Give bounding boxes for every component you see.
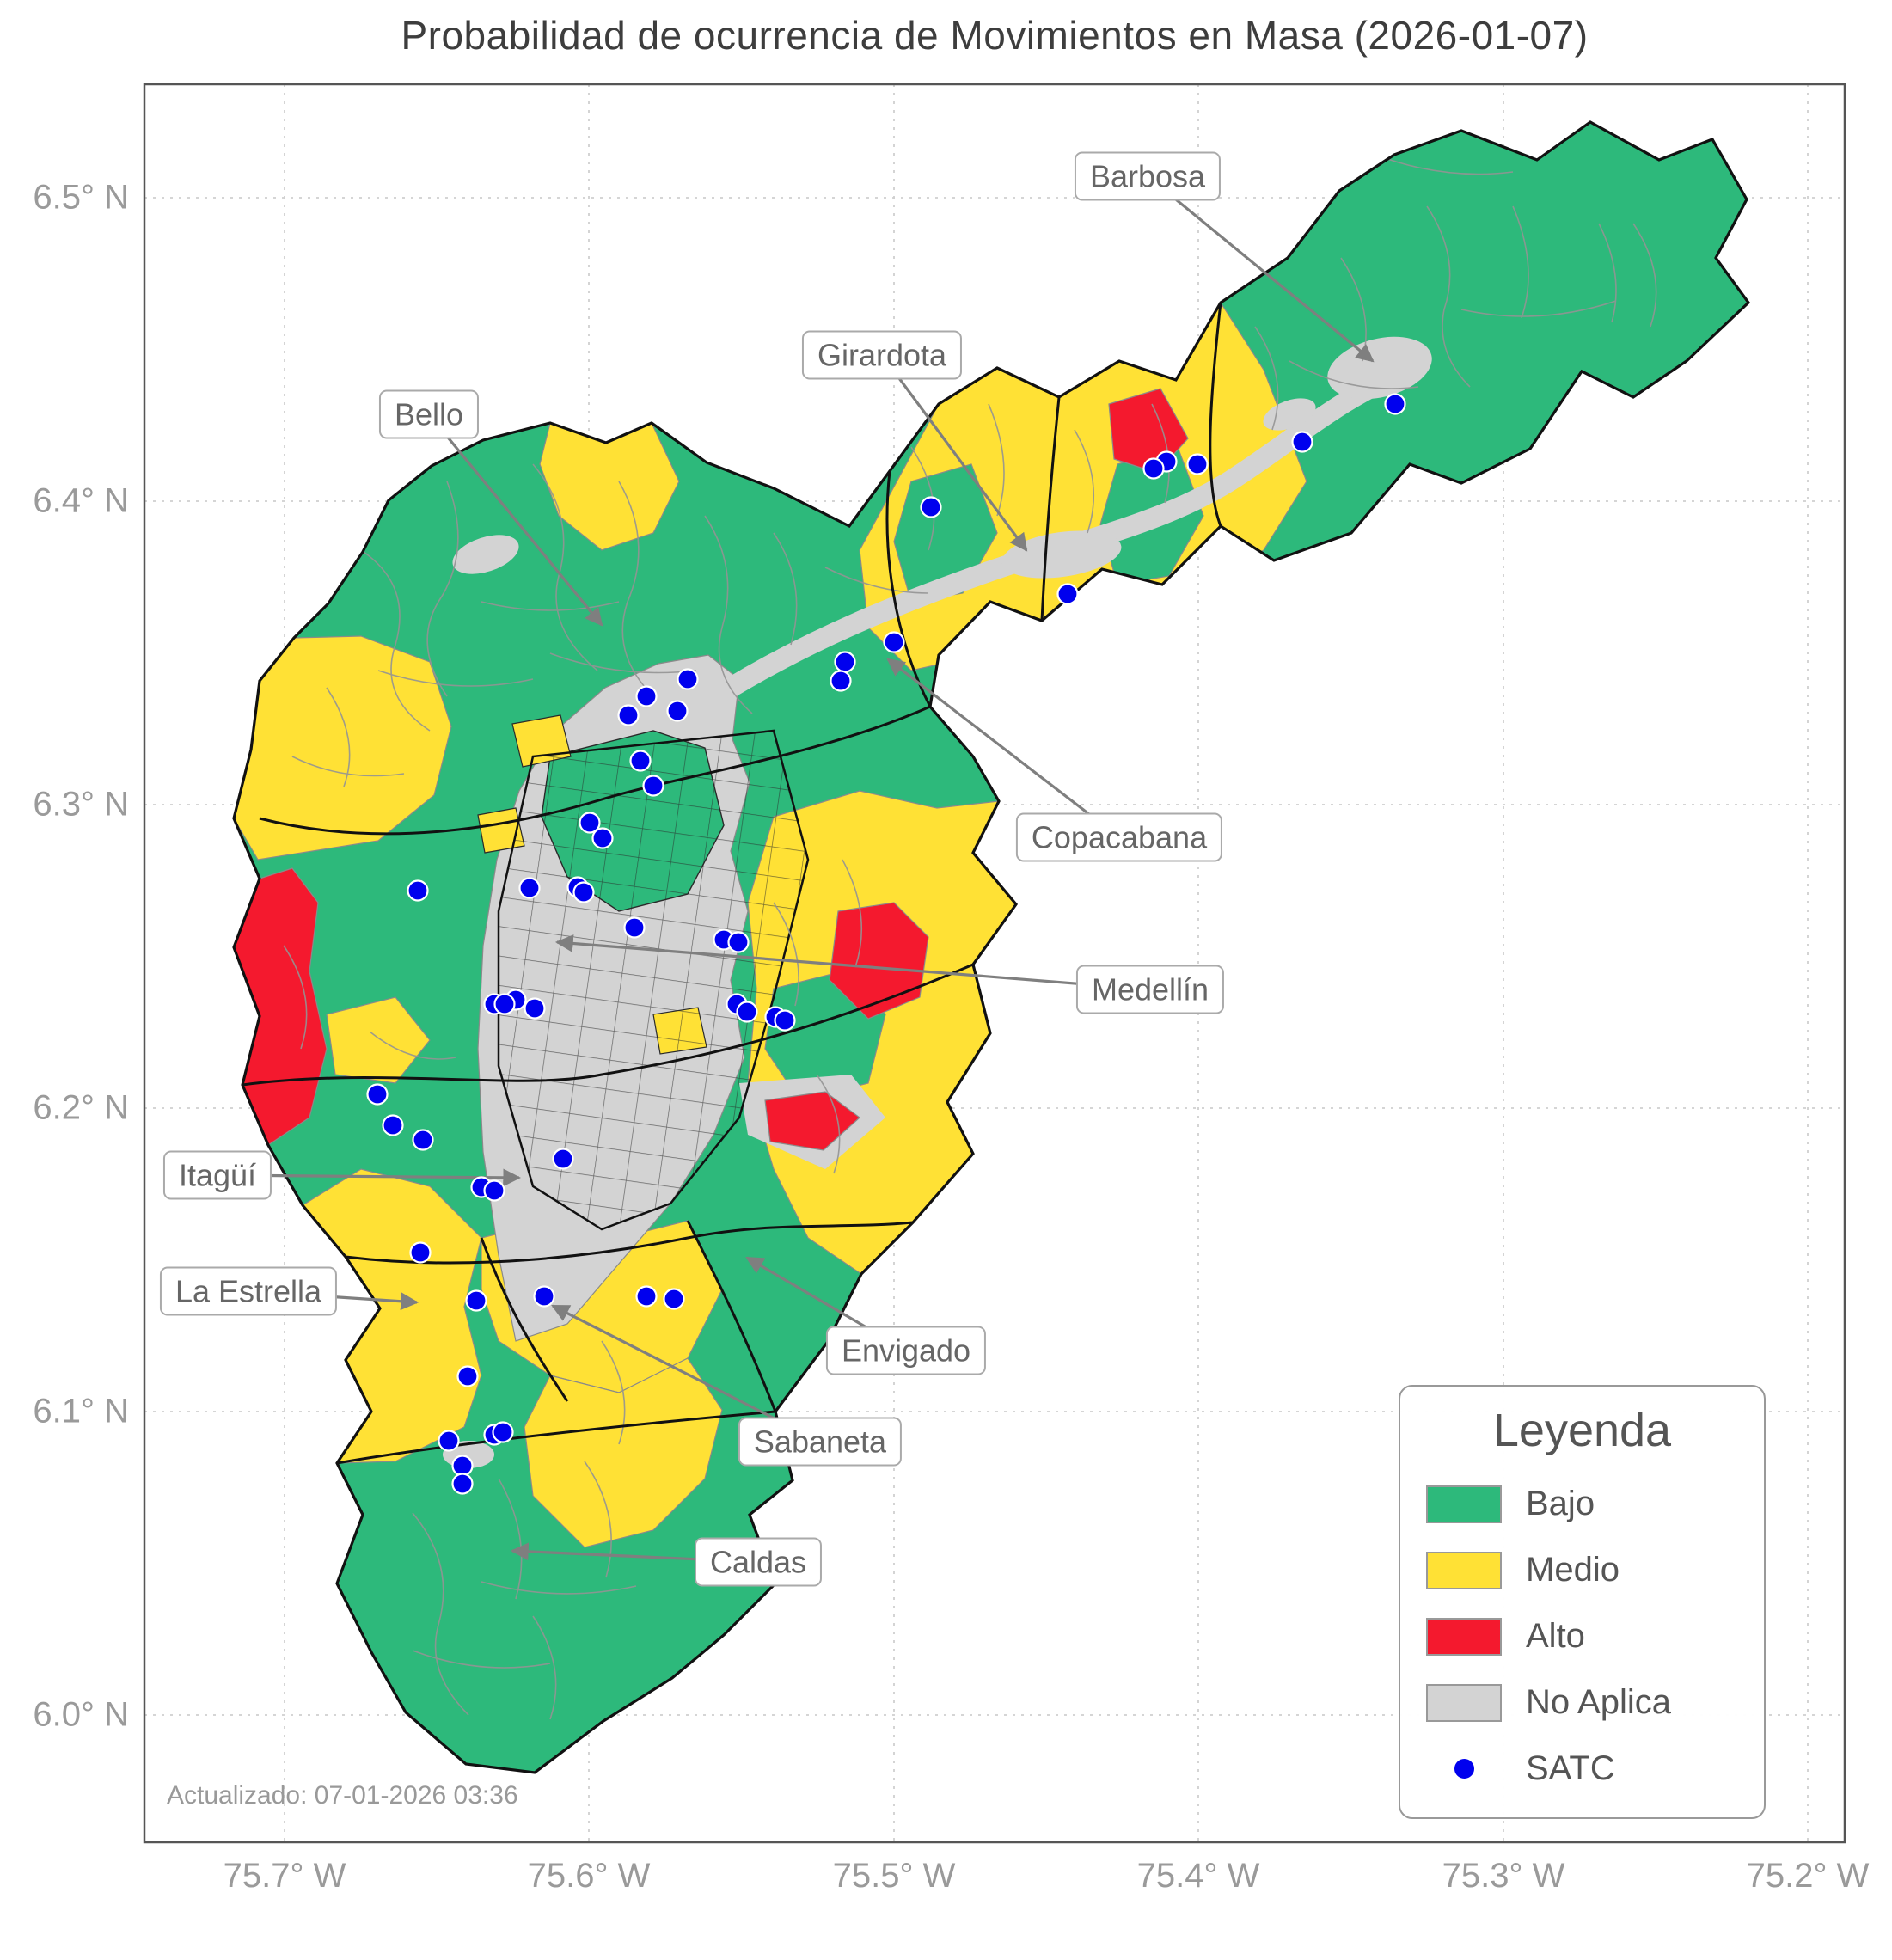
satc-dot [1291, 431, 1313, 453]
updated-timestamp: Actualizado: 07-01-2026 03:36 [167, 1781, 518, 1810]
legend-item-alto: Alto [1400, 1603, 1764, 1669]
satc-dot [552, 1148, 574, 1170]
satc-dot [572, 881, 595, 903]
legend-item-label: Medio [1526, 1551, 1620, 1589]
annotation-arrow-barbosa [1146, 175, 1375, 363]
legend-item-label: Bajo [1526, 1485, 1595, 1522]
satc-dot [635, 685, 658, 707]
annotation-barbosa: Barbosa [1074, 151, 1222, 201]
satc-dot [579, 812, 601, 834]
legend-item-satc: SATC [1400, 1736, 1764, 1802]
satc-dot [438, 1430, 460, 1452]
x-tick-label: 75.5° W [832, 1857, 956, 1895]
color-swatch [1426, 1551, 1502, 1589]
legend-item-label: No Aplica [1526, 1683, 1671, 1721]
satc-dot [1384, 393, 1406, 415]
urban-core [477, 714, 810, 1231]
satc-dot [736, 1001, 758, 1023]
satc-dot [830, 670, 852, 692]
legend-item-label: SATC [1526, 1749, 1615, 1787]
legend-item-no-aplica: No Aplica [1400, 1669, 1764, 1736]
annotation-arrow-girardota [880, 354, 1028, 552]
color-swatch [1426, 1485, 1502, 1523]
satc-dot [629, 750, 652, 772]
satc-dot [774, 1009, 796, 1032]
annotation-la-estrella: La Estrella [159, 1266, 338, 1316]
annotation-caldas: Caldas [694, 1537, 823, 1587]
annotation-sabaneta: Sabaneta [738, 1417, 903, 1467]
y-tick-label: 6.2° N [33, 1088, 129, 1127]
map-title: Probabilidad de ocurrencia de Movimiento… [401, 13, 1589, 58]
legend-items: Bajo Medio Alto No Aplica SATC [1400, 1471, 1764, 1802]
satc-dot [456, 1365, 479, 1387]
annotation-itagui: Itagüí [162, 1150, 272, 1200]
color-swatch [1426, 1617, 1502, 1656]
legend-item-label: Alto [1526, 1617, 1585, 1655]
satc-dot [493, 993, 516, 1015]
satc-stations [366, 393, 1406, 1495]
annotation-arrow-medellin [554, 934, 1151, 991]
satc-dot [666, 700, 689, 722]
y-tick-label: 6.1° N [33, 1392, 129, 1430]
satc-dot [366, 1083, 389, 1106]
satc-dot [1186, 453, 1209, 475]
annotation-bello: Bello [378, 389, 480, 439]
satc-dot [518, 877, 541, 899]
x-tick-label: 75.2° W [1746, 1857, 1870, 1895]
satc-dot [465, 1289, 487, 1312]
annotation-envigado: Envigado [825, 1326, 987, 1375]
x-tick-label: 75.3° W [1442, 1857, 1565, 1895]
satc-dot [524, 997, 546, 1020]
legend-item-bajo: Bajo [1400, 1471, 1764, 1537]
map-layer [217, 120, 1751, 1774]
satc-dot [451, 1455, 474, 1477]
x-tick-label: 75.7° W [223, 1857, 346, 1895]
satc-dot [623, 916, 646, 939]
satc-dot [642, 775, 664, 797]
satc-dot [591, 827, 614, 849]
satc-dot [883, 631, 905, 653]
satc-dot [635, 1285, 658, 1308]
satc-dot [382, 1114, 404, 1136]
plot-frame [143, 83, 1846, 1844]
y-tick-label: 6.3° N [33, 785, 129, 824]
satc-dot-swatch [1426, 1750, 1502, 1788]
satc-dot [617, 704, 640, 726]
satc-dot [677, 668, 699, 690]
annotation-medellin: Medellín [1075, 965, 1225, 1014]
metro-outline [232, 120, 1751, 1774]
satc-dot-icon [1452, 1757, 1476, 1780]
legend: Leyenda Bajo Medio Alto No Aplica SATC [1399, 1385, 1766, 1819]
annotation-copacabana: Copacabana [1015, 812, 1223, 862]
annotation-girardota: Girardota [801, 330, 963, 380]
satc-dot [920, 496, 942, 518]
x-tick-label: 75.4° W [1136, 1857, 1260, 1895]
color-swatch [1426, 1683, 1502, 1722]
satc-dot [451, 1473, 474, 1495]
x-tick-label: 75.6° W [527, 1857, 651, 1895]
satc-dot [407, 879, 429, 902]
satc-dot [409, 1241, 432, 1264]
satc-dot [492, 1421, 514, 1443]
y-tick-label: 6.4° N [33, 481, 129, 520]
satc-dot [533, 1285, 555, 1308]
satc-dot [412, 1129, 434, 1151]
satc-dot [663, 1288, 685, 1310]
legend-title: Leyenda [1492, 1405, 1672, 1456]
legend-item-medio: Medio [1400, 1537, 1764, 1603]
annotation-arrow-copacabana [886, 658, 1120, 839]
satc-dot [1056, 583, 1079, 605]
satc-dot [1142, 457, 1165, 480]
municipal-boundaries [242, 302, 1222, 1465]
vereda-boundaries [274, 154, 1657, 1720]
satc-dot [483, 1179, 505, 1202]
y-tick-label: 6.5° N [33, 178, 129, 217]
satc-dot [727, 931, 750, 953]
satc-dot [834, 651, 856, 673]
annotation-arrow-bello [427, 413, 603, 627]
y-tick-label: 6.0° N [33, 1695, 129, 1734]
